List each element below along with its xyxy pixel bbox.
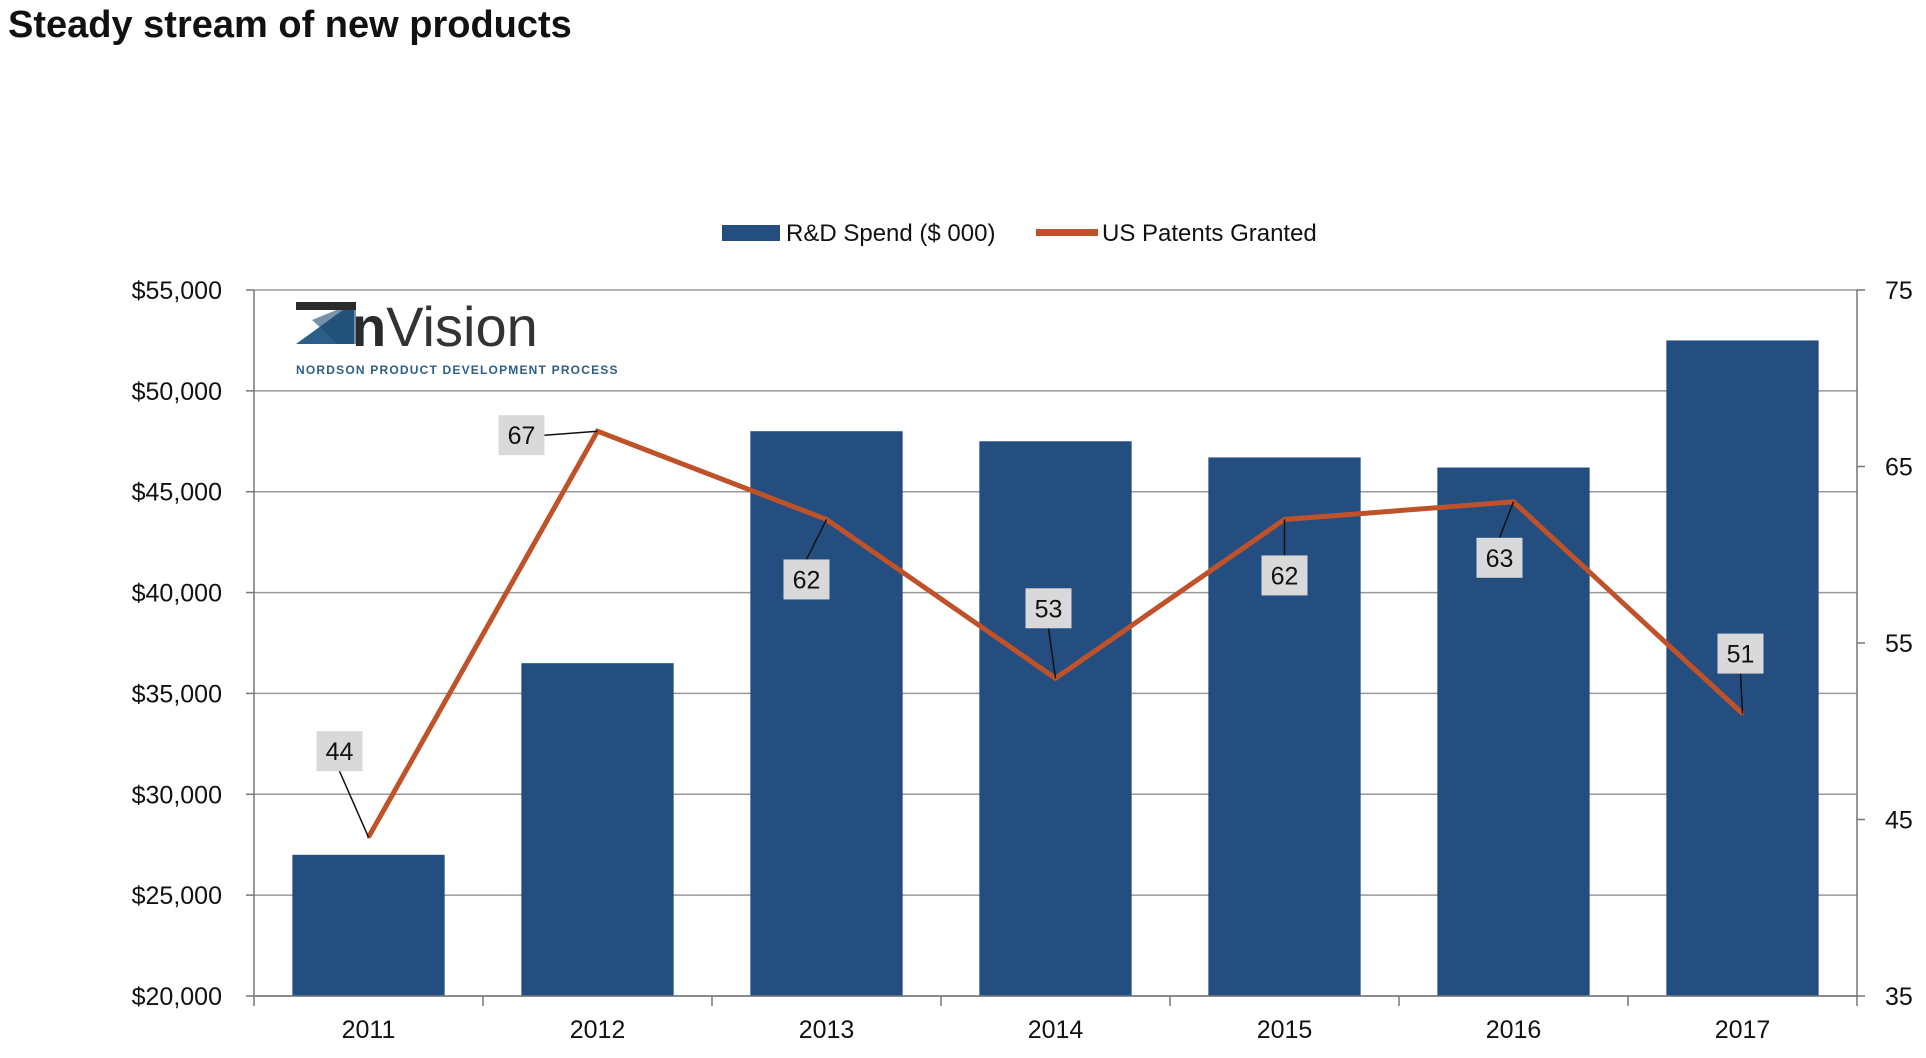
legend-swatch-us-patents [1036,229,1098,236]
data-label-box-2016 [1476,537,1523,578]
bar-2013 [750,431,903,996]
logo-wordmark: nVision [352,295,538,358]
nvision-logo-icon [296,302,356,344]
leader-line-2016 [1498,501,1515,539]
x-tick-label-2014: 2014 [1028,1016,1084,1044]
y-right-tick-label: 45 [1885,807,1913,835]
leader-line-2012 [544,430,598,436]
data-label-box-2012 [498,415,545,456]
page-title: Steady stream of new products [8,4,572,46]
y-right-tick-label: 65 [1885,454,1913,482]
data-label-box-2013 [783,559,830,600]
leader-line-2017 [1739,673,1744,714]
y-left-tick-label: $45,000 [132,479,222,507]
nvision-logo: nVision NORDSON PRODUCT DEVELOPMENT PROC… [296,295,619,377]
legend-label-us-patents: US Patents Granted [1102,220,1317,247]
x-tick-label-2012: 2012 [570,1016,626,1044]
leader-line-2013 [805,519,828,560]
leader-line-2014 [1047,628,1057,679]
y-left-tick-label: $40,000 [132,580,222,608]
y-right-tick-label: 55 [1885,630,1913,658]
data-label-2015: 62 [1271,562,1299,590]
data-label-2011: 44 [326,738,354,766]
data-label-2012: 67 [508,422,536,450]
data-labels: 44 67 62 53 62 63 51 [316,415,1764,838]
data-label-box-2014 [1025,588,1072,629]
y-left-tick-label: $55,000 [132,277,222,305]
legend: R&D Spend ($ 000) US Patents Granted [722,220,1317,247]
x-tick-label-2013: 2013 [799,1016,855,1044]
data-label-2016: 63 [1486,545,1514,573]
x-tick-label-2015: 2015 [1257,1016,1313,1044]
data-label-box-2017 [1717,633,1764,674]
y-right-tick-label: 35 [1885,983,1913,1011]
bar-2012 [521,663,674,996]
y-right-tick-label: 75 [1885,277,1913,305]
y-left-tick-label: $35,000 [132,680,222,708]
data-label-2017: 51 [1727,641,1755,669]
y-left-tick-label: $25,000 [132,882,222,910]
x-tick-label-2017: 2017 [1715,1016,1771,1044]
data-label-2014: 53 [1035,595,1063,623]
bar-2014 [979,441,1132,996]
axes: $20,000 $25,000 $30,000 $35,000 $40,000 $45,0… [132,277,1913,1044]
data-label-box-2011 [316,731,363,772]
legend-label-rd-spend: R&D Spend ($ 000) [786,220,995,247]
bar-2011 [292,854,445,996]
y-left-tick-label: $30,000 [132,781,222,809]
y-left-tick-label: $50,000 [132,378,222,406]
data-label-2013: 62 [793,566,821,594]
logo-tagline: NORDSON PRODUCT DEVELOPMENT PROCESS [296,363,619,377]
x-tick-label-2016: 2016 [1486,1016,1542,1044]
y-left-tick-label: $20,000 [132,983,222,1011]
legend-swatch-rd-spend [722,225,780,241]
leader-line-2011 [338,770,370,838]
data-label-box-2015 [1261,555,1308,596]
x-tick-label-2011: 2011 [342,1016,396,1044]
